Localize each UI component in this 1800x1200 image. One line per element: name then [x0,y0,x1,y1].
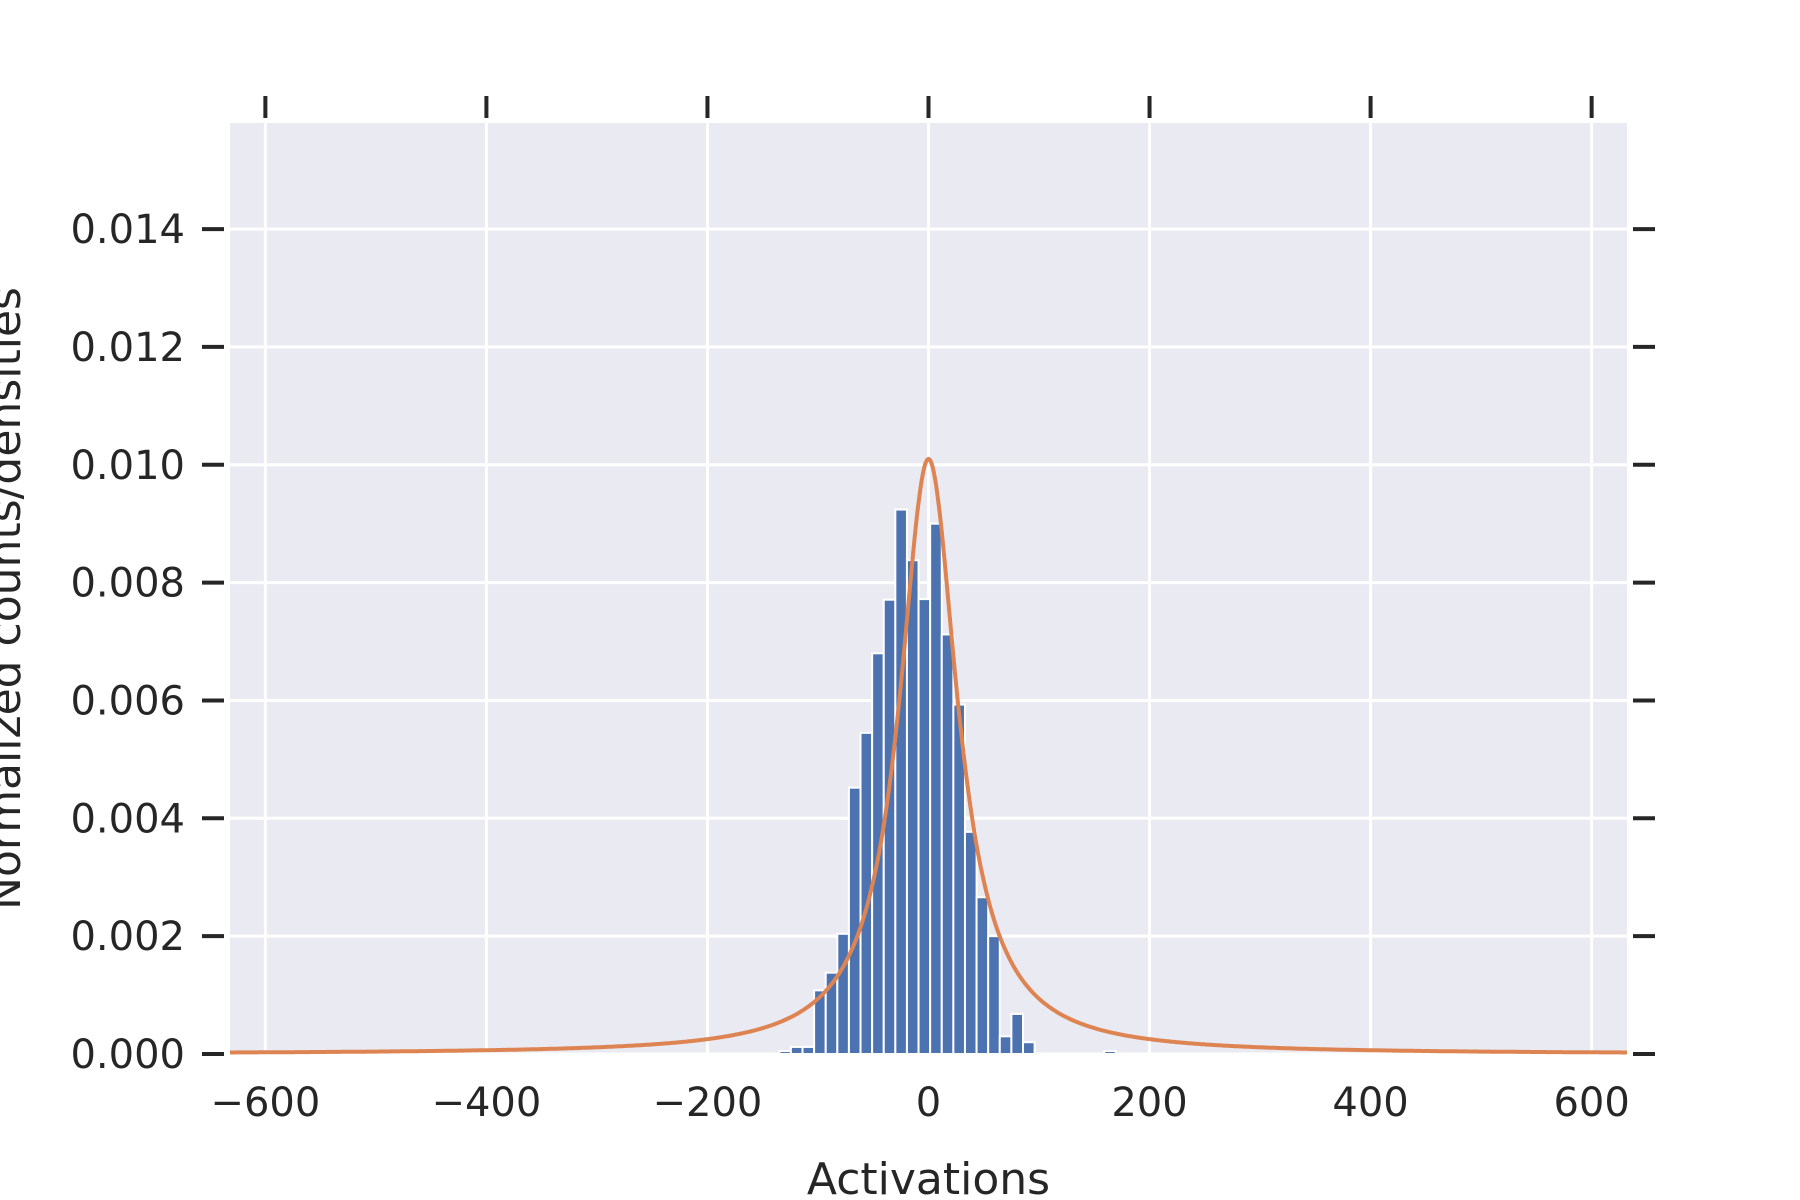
x-tick-label-3: 0 [916,1080,941,1126]
histogram-bar-2 [801,1045,816,1055]
y-tick-label-5: 0.010 [70,443,185,489]
y-tick-label-3: 0.006 [70,678,185,724]
x-tick-label-6: 600 [1553,1080,1629,1126]
x-tick-label-4: 200 [1111,1080,1187,1126]
x-tick-label-0: −600 [210,1080,320,1126]
histogram-bar-6 [847,786,862,1055]
histogram-bar-22 [1103,1050,1117,1056]
x-axis-label: Activations [807,1154,1050,1200]
histogram-bars [778,508,1117,1056]
histogram-bar-10 [894,508,908,1056]
histogram-bar-0 [778,1050,792,1056]
histogram-bar-14 [940,633,955,1055]
histogram-bar-19 [998,1035,1013,1055]
histogram-bar-21 [1021,1041,1036,1056]
y-tick-label-0: 0.000 [70,1032,185,1078]
histogram-bar-12 [917,598,932,1055]
y-tick-label-6: 0.012 [70,325,185,371]
histogram-bar-1 [789,1045,804,1055]
histogram-bar-11 [905,559,920,1055]
y-tick-label-4: 0.008 [70,561,185,607]
density-curve [229,456,1628,1055]
histogram-bar-16 [963,830,978,1055]
y-tick-label-1: 0.002 [70,914,185,960]
y-tick-label-7: 0.014 [70,207,185,253]
histogram-bar-18 [987,935,1001,1056]
histogram-bar-5 [836,932,850,1055]
histogram-bar-13 [929,522,943,1055]
axis-ticks: −600 −400 −200 0 200 400 600 0.000 0.002 0.004 0.0… [70,96,1655,1126]
x-tick-label-2: −200 [653,1080,763,1126]
x-tick-label-5: 400 [1332,1080,1408,1126]
y-axis-label: Normalized counts/densities [0,287,31,910]
histogram-bar-17 [975,896,990,1055]
y-tick-label-2: 0.004 [70,796,185,842]
histogram-bar-20 [1010,1012,1024,1055]
x-tick-label-1: −400 [431,1080,541,1126]
